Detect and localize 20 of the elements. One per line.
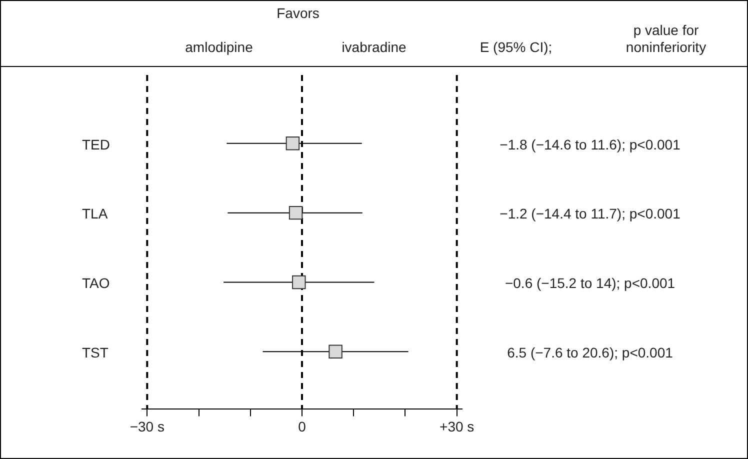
point [286,136,300,150]
point [292,275,306,290]
x-tick-label: +30 s [440,418,474,434]
data-label: −1.8 (−14.6 to 11.6); p<0.001 [500,136,681,152]
point [328,344,342,358]
x-tick-label: −30 s [130,418,164,434]
point [288,206,303,220]
x-tick-label: 0 [298,418,306,434]
data-label: 6.5 (−7.6 to 20.6); p<0.001 [507,344,674,360]
data-label: −1.2 (−14.4 to 11.7); p<0.001 [500,206,681,222]
y-tick-label: TED [82,136,110,152]
y-tick-label: TST [82,344,109,360]
text: Favors [276,5,320,22]
text: amlodipine [185,39,253,56]
text: ivabradine [342,39,406,56]
data-label: −0.6 (−15.2 to 14); p<0.001 [504,275,676,292]
text: E (95% CI); [480,39,552,56]
text: p value for noninferiority [626,22,706,56]
y-tick-label: TAO [82,275,110,292]
y-tick-label: TLA [82,206,108,222]
